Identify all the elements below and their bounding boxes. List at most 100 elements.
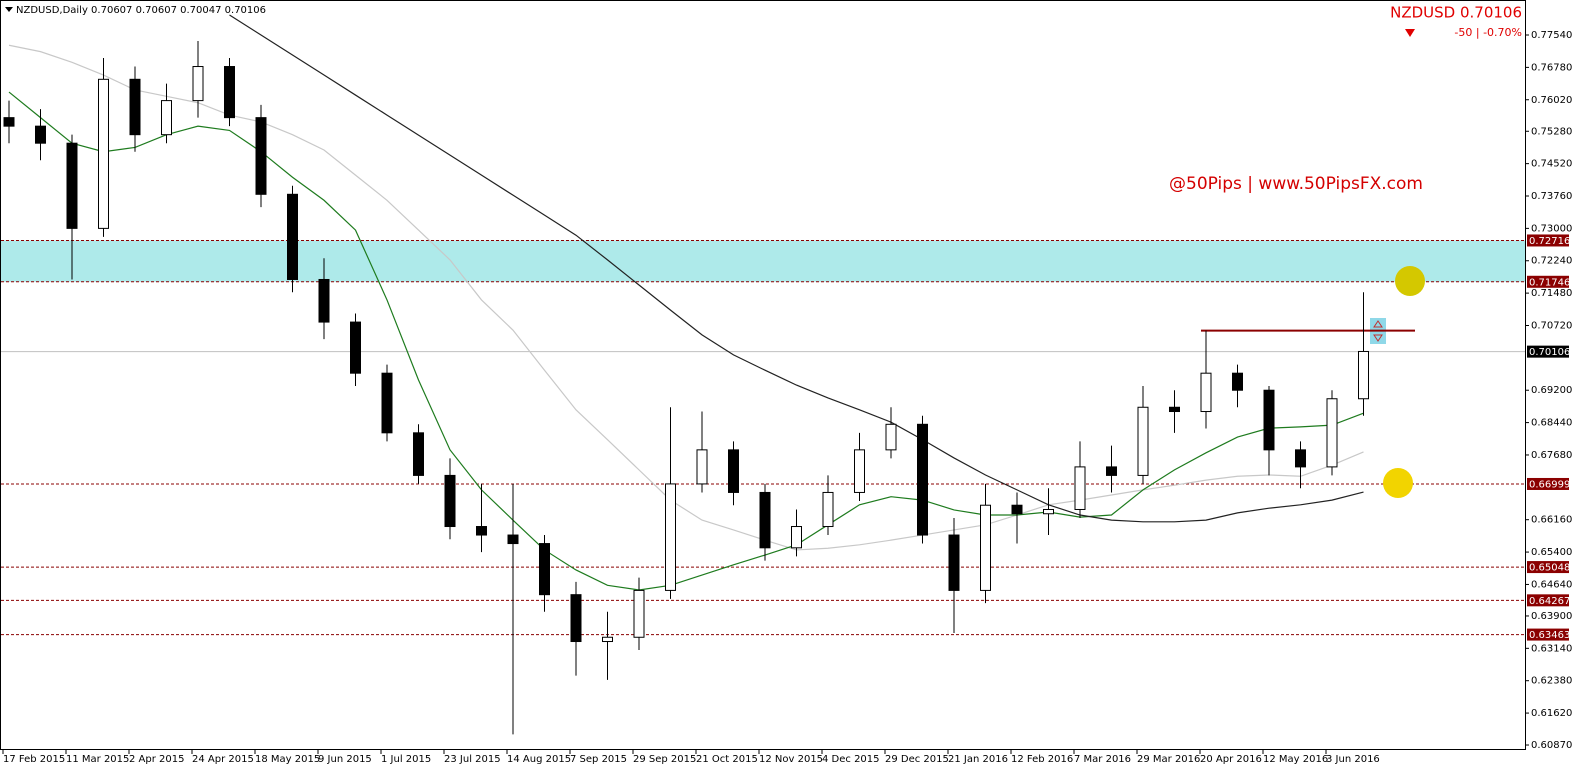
x-tick-label: 2 Apr 2015 xyxy=(129,754,184,765)
x-tick-label: 21 Oct 2015 xyxy=(696,754,758,765)
candle-body xyxy=(1263,389,1275,451)
candle-body xyxy=(696,449,708,485)
y-tick-label: 0.73760 xyxy=(1531,191,1572,202)
candle-body xyxy=(1358,350,1369,400)
x-tick-label: 29 Mar 2016 xyxy=(1137,754,1200,765)
y-tick-label: 0.66160 xyxy=(1531,515,1572,526)
x-tick-label: 23 Jul 2015 xyxy=(444,754,501,765)
y-tick-label: 0.71480 xyxy=(1531,288,1572,299)
level-label-box xyxy=(1527,561,1569,574)
candle-body xyxy=(1011,504,1023,515)
plot-frame xyxy=(0,0,1526,750)
x-tick-label: 12 May 2016 xyxy=(1263,754,1328,765)
y-tick-label: 0.69200 xyxy=(1531,385,1572,396)
level-label: 0.71746 xyxy=(1529,277,1570,288)
candle-body xyxy=(948,534,960,591)
candle-body xyxy=(1326,398,1338,468)
candle-body xyxy=(854,449,865,493)
y-tick-label: 0.60870 xyxy=(1531,740,1572,751)
candle-body xyxy=(980,504,991,591)
y-tick-label: 0.63140 xyxy=(1531,643,1572,654)
candle-body xyxy=(255,117,267,195)
candle-body xyxy=(350,321,361,374)
chart-header: NZDUSD,Daily 0.70607 0.70607 0.70047 0.7… xyxy=(16,5,266,16)
current-price-label: 0.70106 xyxy=(1529,347,1570,358)
candle-body xyxy=(1137,406,1149,476)
candle-body xyxy=(885,423,897,451)
arrow-icon xyxy=(1373,320,1383,342)
level-label-box xyxy=(1527,594,1569,607)
x-tick-label: 12 Feb 2016 xyxy=(1011,754,1073,765)
candle-body xyxy=(633,589,645,638)
header-icon xyxy=(5,7,13,12)
level-label-box xyxy=(1527,628,1569,641)
candle-body xyxy=(1074,466,1086,510)
moving-average xyxy=(8,44,1364,551)
candle-body xyxy=(507,534,519,545)
x-tick-label: 9 Jun 2015 xyxy=(318,754,372,765)
price-change: -50 | -0.70% xyxy=(1454,26,1522,39)
candle-body xyxy=(381,372,393,434)
x-tick-label: 21 Jan 2016 xyxy=(948,754,1008,765)
candle-body xyxy=(728,449,739,493)
zone xyxy=(1,240,1525,282)
x-tick-label: 14 Aug 2015 xyxy=(507,754,571,765)
candle-body xyxy=(66,142,78,229)
candle-body xyxy=(1043,508,1054,515)
candle-body xyxy=(161,100,172,136)
candle-body xyxy=(287,193,298,280)
symbol-price: NZDUSD 0.70106 xyxy=(1390,4,1522,22)
candle-body xyxy=(224,66,235,119)
y-tick-label: 0.76780 xyxy=(1531,62,1572,73)
current-price-box xyxy=(1527,345,1569,358)
candle-body xyxy=(1295,449,1306,468)
candle-body xyxy=(1169,406,1180,413)
candle-body xyxy=(539,543,550,596)
candle-body xyxy=(98,78,109,229)
candle-body xyxy=(1200,372,1212,413)
y-tick-label: 0.72240 xyxy=(1531,256,1572,267)
y-tick-label: 0.68440 xyxy=(1531,418,1572,429)
candle-body xyxy=(759,491,771,549)
candle-body xyxy=(1106,466,1117,476)
y-tick-label: 0.61620 xyxy=(1531,708,1572,719)
candle-body xyxy=(318,278,330,323)
y-tick-label: 0.64640 xyxy=(1531,579,1572,590)
x-tick-label: 11 Mar 2015 xyxy=(66,754,129,765)
moving-average xyxy=(229,14,1364,523)
x-tick-label: 3 Jun 2016 xyxy=(1326,754,1380,765)
y-tick-label: 0.70720 xyxy=(1531,320,1572,331)
marker-circle xyxy=(1395,266,1425,296)
x-tick-label: 29 Sep 2015 xyxy=(633,754,696,765)
candle-body xyxy=(602,636,613,643)
candle-body xyxy=(570,594,582,643)
candle-body xyxy=(1232,372,1243,391)
y-tick-label: 0.73000 xyxy=(1531,223,1572,234)
level-label: 0.66999 xyxy=(1529,479,1570,490)
moving-average xyxy=(8,91,1364,591)
y-tick-label: 0.62380 xyxy=(1531,676,1572,687)
x-tick-label: 7 Sep 2015 xyxy=(570,754,627,765)
candle-body xyxy=(35,125,46,144)
x-tick-label: 4 Dec 2015 xyxy=(822,754,880,765)
x-tick-label: 7 Mar 2016 xyxy=(1074,754,1131,765)
level-label-box xyxy=(1527,275,1569,288)
candle-body xyxy=(822,491,834,528)
y-tick-label: 0.63900 xyxy=(1531,611,1572,622)
down-triangle xyxy=(1405,29,1415,37)
candle-body xyxy=(129,78,141,136)
y-tick-label: 0.76020 xyxy=(1531,95,1572,106)
y-tick-label: 0.67680 xyxy=(1531,450,1572,461)
level-label: 0.72716 xyxy=(1529,236,1570,247)
x-tick-label: 12 Nov 2015 xyxy=(759,754,823,765)
x-tick-label: 24 Apr 2015 xyxy=(192,754,254,765)
candle-body xyxy=(444,474,456,528)
x-tick-label: 17 Feb 2015 xyxy=(3,754,65,765)
x-tick-label: 20 Apr 2016 xyxy=(1200,754,1262,765)
y-tick-label: 0.77540 xyxy=(1531,30,1572,41)
y-tick-label: 0.65400 xyxy=(1531,547,1572,558)
x-tick-label: 1 Jul 2015 xyxy=(381,754,431,765)
level-label: 0.64267 xyxy=(1529,596,1570,607)
marker-circle xyxy=(1383,468,1413,498)
